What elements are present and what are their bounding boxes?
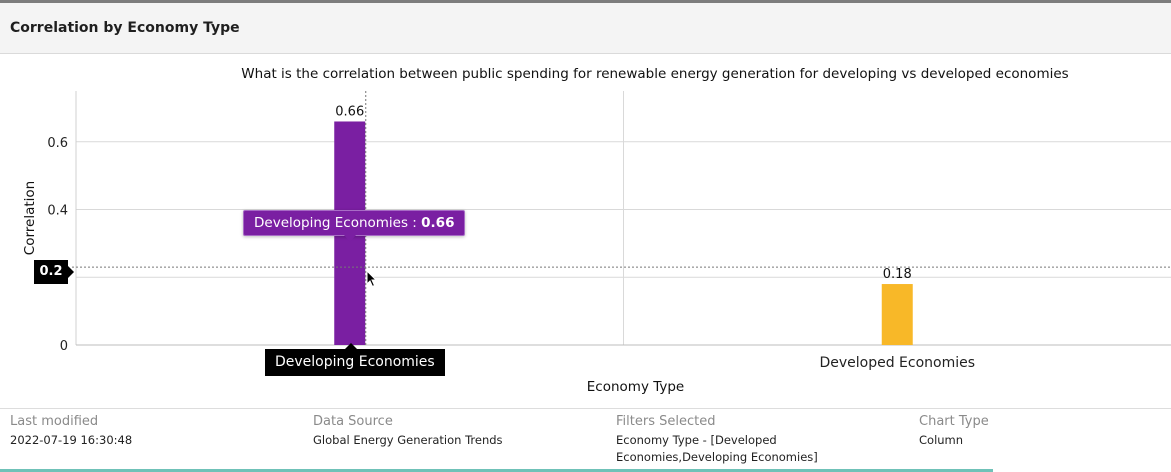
filters-value-line-2: Economies,Developing Economies] xyxy=(616,450,818,464)
x-axis-label: Economy Type xyxy=(587,379,684,395)
y-tick-label: 0.6 xyxy=(47,136,68,151)
y-tick-label: 0.4 xyxy=(47,204,68,219)
last-modified-block: Last modified 2022-07-19 16:30:48 xyxy=(10,414,310,449)
bar-value-label: 0.18 xyxy=(883,267,912,282)
chart-type-block: Chart Type Column xyxy=(919,414,1171,449)
bar-tooltip: Developing Economies : 0.66 xyxy=(243,210,466,242)
filters-value: Economy Type - [Developed Economies,Deve… xyxy=(616,432,916,466)
chart-title: What is the correlation between public s… xyxy=(241,66,1069,82)
chart-metadata-footer: Last modified 2022-07-19 16:30:48 Data S… xyxy=(0,408,1171,472)
panel-title: Correlation by Economy Type xyxy=(10,20,240,36)
tooltip-value: 0.66 xyxy=(421,215,455,231)
y-axis-label: Correlation xyxy=(22,181,38,255)
filters-value-line-1: Economy Type - [Developed xyxy=(616,433,777,447)
x-tick-label: Developed Economies xyxy=(819,355,975,371)
bottom-accent-bar xyxy=(0,469,993,472)
panel-header: Correlation by Economy Type xyxy=(0,3,1171,54)
x-crosshair-label: Developing Economies xyxy=(265,343,445,376)
chart-type-value: Column xyxy=(919,433,964,447)
filters-block: Filters Selected Economy Type - [Develop… xyxy=(616,414,916,466)
bar-2 xyxy=(881,284,913,345)
last-modified-value: 2022-07-19 16:30:48 xyxy=(10,433,133,447)
last-modified-label: Last modified xyxy=(10,414,99,429)
data-source-value: Global Energy Generation Trends xyxy=(313,433,503,447)
chart-type-label: Chart Type xyxy=(919,414,989,429)
bar-value-label: 0.66 xyxy=(335,104,364,119)
y-crosshair-label: 0.2 xyxy=(34,260,74,284)
top-rule xyxy=(0,0,1171,3)
data-source-label: Data Source xyxy=(313,414,393,429)
data-source-block: Data Source Global Energy Generation Tre… xyxy=(313,414,613,449)
y-tick-label: 0 xyxy=(60,339,68,354)
mouse-pointer-icon xyxy=(366,270,378,288)
tooltip-label: Developing Economies : xyxy=(254,215,422,231)
filters-label: Filters Selected xyxy=(616,414,716,429)
